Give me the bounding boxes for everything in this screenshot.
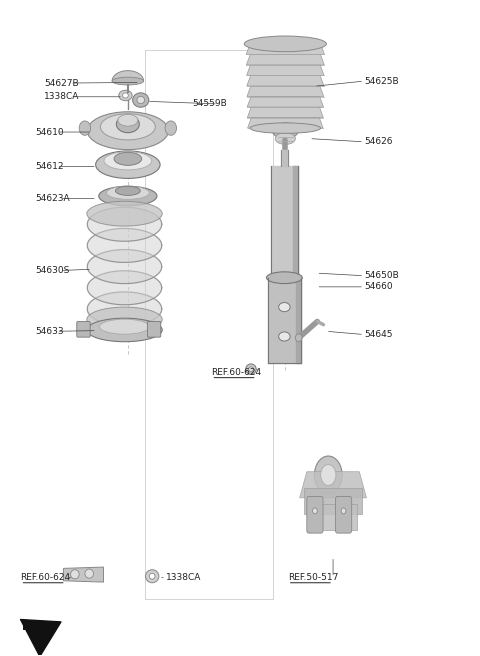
Ellipse shape bbox=[314, 456, 342, 494]
Text: 54660: 54660 bbox=[364, 282, 393, 291]
Polygon shape bbox=[309, 504, 357, 531]
Ellipse shape bbox=[165, 121, 177, 135]
Text: REF.60-624: REF.60-624 bbox=[211, 368, 262, 377]
Ellipse shape bbox=[85, 569, 94, 578]
Ellipse shape bbox=[118, 114, 138, 126]
Ellipse shape bbox=[87, 112, 168, 150]
Ellipse shape bbox=[71, 569, 79, 579]
Text: 54627B: 54627B bbox=[44, 79, 79, 87]
Ellipse shape bbox=[244, 36, 326, 52]
Text: 1338CA: 1338CA bbox=[166, 573, 202, 582]
Text: 54633: 54633 bbox=[35, 327, 63, 336]
Polygon shape bbox=[63, 567, 104, 582]
Ellipse shape bbox=[79, 121, 91, 135]
Ellipse shape bbox=[122, 93, 128, 98]
Ellipse shape bbox=[96, 151, 160, 178]
FancyBboxPatch shape bbox=[307, 497, 323, 533]
Ellipse shape bbox=[149, 573, 155, 579]
Ellipse shape bbox=[132, 93, 149, 107]
Ellipse shape bbox=[114, 152, 142, 165]
Text: REF.60-624: REF.60-624 bbox=[21, 573, 71, 582]
Text: 54625B: 54625B bbox=[364, 77, 399, 85]
Ellipse shape bbox=[99, 319, 150, 334]
Text: FR.: FR. bbox=[23, 622, 43, 632]
Ellipse shape bbox=[119, 91, 132, 100]
Ellipse shape bbox=[321, 464, 336, 485]
Ellipse shape bbox=[279, 332, 290, 341]
Ellipse shape bbox=[266, 272, 302, 283]
Polygon shape bbox=[300, 472, 366, 498]
Ellipse shape bbox=[145, 569, 159, 583]
Text: REF.50-517: REF.50-517 bbox=[288, 573, 338, 582]
Ellipse shape bbox=[312, 508, 317, 514]
Ellipse shape bbox=[87, 201, 162, 226]
Ellipse shape bbox=[295, 334, 302, 342]
Polygon shape bbox=[87, 207, 162, 241]
Ellipse shape bbox=[87, 307, 162, 332]
Ellipse shape bbox=[137, 96, 144, 104]
Text: 54650B: 54650B bbox=[364, 271, 399, 280]
Ellipse shape bbox=[246, 364, 256, 375]
Ellipse shape bbox=[104, 152, 152, 170]
Text: 54626: 54626 bbox=[364, 137, 393, 146]
Polygon shape bbox=[247, 96, 324, 107]
Text: 1338CA: 1338CA bbox=[44, 92, 80, 101]
Polygon shape bbox=[87, 250, 162, 283]
Ellipse shape bbox=[276, 133, 295, 144]
Ellipse shape bbox=[107, 186, 149, 199]
Text: 54612: 54612 bbox=[35, 162, 63, 171]
Ellipse shape bbox=[116, 115, 139, 133]
Ellipse shape bbox=[273, 123, 298, 138]
FancyArrowPatch shape bbox=[21, 619, 61, 656]
Polygon shape bbox=[87, 271, 162, 305]
Polygon shape bbox=[247, 107, 324, 117]
FancyBboxPatch shape bbox=[147, 321, 161, 337]
Text: 54610: 54610 bbox=[35, 127, 63, 136]
Ellipse shape bbox=[112, 77, 144, 85]
Text: 54623A: 54623A bbox=[35, 194, 70, 203]
Text: 54645: 54645 bbox=[364, 330, 393, 339]
Ellipse shape bbox=[249, 367, 253, 371]
Polygon shape bbox=[87, 292, 162, 326]
Polygon shape bbox=[87, 228, 162, 262]
Text: 54559B: 54559B bbox=[192, 100, 227, 108]
Polygon shape bbox=[247, 65, 324, 75]
Ellipse shape bbox=[87, 318, 162, 342]
Ellipse shape bbox=[99, 186, 157, 206]
Polygon shape bbox=[246, 54, 324, 65]
Ellipse shape bbox=[100, 113, 156, 140]
Text: 54630S: 54630S bbox=[35, 266, 69, 275]
Polygon shape bbox=[247, 86, 324, 96]
FancyBboxPatch shape bbox=[336, 497, 352, 533]
Polygon shape bbox=[247, 75, 324, 86]
Polygon shape bbox=[246, 44, 324, 54]
FancyBboxPatch shape bbox=[77, 321, 90, 337]
Ellipse shape bbox=[341, 508, 346, 514]
Ellipse shape bbox=[250, 123, 321, 133]
Polygon shape bbox=[304, 488, 362, 514]
Ellipse shape bbox=[279, 302, 290, 312]
Polygon shape bbox=[112, 71, 144, 81]
Polygon shape bbox=[248, 117, 323, 128]
Ellipse shape bbox=[116, 186, 140, 195]
